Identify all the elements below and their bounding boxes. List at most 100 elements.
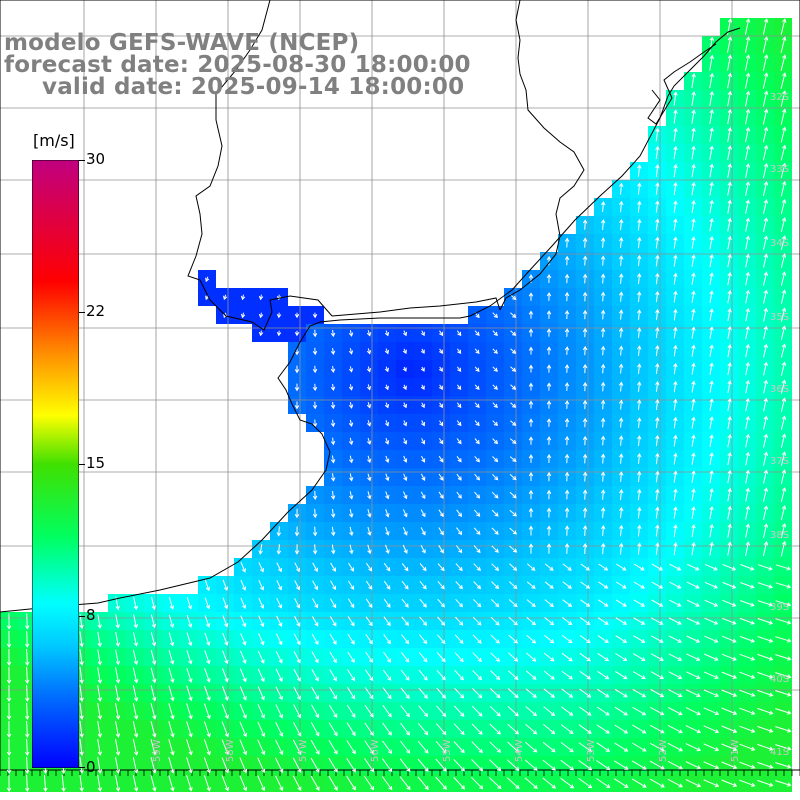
latitude-label: 40S — [770, 674, 789, 685]
wind-vector-head — [587, 711, 592, 716]
wind-vector — [492, 438, 498, 444]
wind-vector-head — [314, 658, 319, 664]
wind-vector — [602, 364, 604, 374]
wind-vector-head — [695, 656, 701, 661]
wind-vector-head — [709, 217, 714, 223]
wind-vector-head — [206, 750, 211, 756]
wind-vector-head — [714, 729, 720, 734]
wind-vector — [762, 55, 768, 71]
wind-vector — [240, 650, 246, 664]
wind-vector-head — [6, 751, 12, 756]
wind-vector-head — [494, 584, 500, 590]
wind-vector-head — [600, 237, 606, 242]
wind-vector-head — [673, 326, 678, 332]
wind-vector — [615, 581, 627, 589]
wind-vector-head — [727, 326, 732, 331]
wind-vector — [346, 758, 356, 772]
wind-vector-head — [494, 548, 499, 553]
wind-vector — [655, 471, 659, 483]
wind-vector — [615, 670, 627, 680]
wind-vector-head — [549, 621, 555, 626]
wind-vector-head — [564, 364, 570, 369]
wind-vector-head — [637, 309, 642, 314]
wind-vector-head — [421, 531, 426, 536]
wind-vector — [26, 774, 28, 792]
wind-vector — [745, 200, 749, 214]
wind-vector — [745, 254, 749, 268]
wind-vector-head — [569, 766, 574, 771]
wind-vector — [492, 420, 498, 426]
wind-vector — [97, 614, 101, 628]
wind-vector-head — [782, 54, 787, 59]
wind-vector-head — [781, 451, 787, 456]
wind-vector — [602, 436, 604, 446]
wind-vector — [727, 200, 731, 214]
wind-vector-head — [330, 440, 336, 446]
wind-vector-head — [745, 487, 750, 492]
wind-vector — [602, 201, 604, 213]
wind-vector — [492, 384, 498, 390]
wind-vector — [763, 344, 767, 358]
wind-vector-head — [655, 272, 660, 278]
wind-vector — [456, 473, 462, 481]
wind-vector — [602, 238, 604, 248]
wind-vector — [632, 688, 646, 698]
latitude-label: 34S — [770, 238, 789, 249]
wind-vector-head — [781, 144, 787, 150]
wind-vector — [97, 721, 101, 737]
wind-vector-head — [423, 676, 428, 681]
wind-vector-head — [751, 746, 756, 751]
wind-vector-head — [691, 326, 696, 331]
wind-vector-head — [404, 567, 409, 572]
wind-vector — [650, 671, 664, 679]
wind-vector-head — [475, 331, 480, 337]
wind-vector — [561, 652, 573, 662]
wind-vector — [488, 777, 502, 789]
wind-vector-head — [351, 695, 356, 700]
wind-vector — [382, 687, 392, 699]
wind-vector-head — [24, 733, 30, 738]
wind-vector-head — [242, 714, 247, 719]
wind-vector — [332, 491, 334, 499]
wind-vector — [638, 436, 640, 446]
wind-vector-head — [387, 713, 392, 718]
wind-vector — [722, 599, 736, 607]
wind-vector-head — [315, 732, 320, 737]
wind-vector-head — [403, 531, 408, 536]
wind-vector — [257, 739, 265, 755]
wind-vector — [673, 201, 677, 213]
wind-vector-head — [727, 72, 733, 78]
wind-vector — [330, 580, 336, 590]
wind-vector-head — [714, 765, 720, 770]
wind-vector — [382, 669, 392, 681]
wind-vector — [709, 110, 713, 124]
wind-vector — [525, 670, 537, 680]
wind-vector-head — [727, 289, 732, 295]
wind-vector — [419, 598, 427, 608]
wind-vector-head — [637, 399, 642, 404]
wind-vector-head — [564, 382, 570, 387]
wind-vector-head — [367, 476, 372, 482]
wind-vector — [421, 438, 425, 444]
wind-vector-head — [582, 399, 588, 405]
wind-vector-head — [312, 386, 318, 392]
wind-vector — [438, 455, 444, 463]
wind-vector — [347, 633, 355, 645]
wind-vector-head — [768, 656, 774, 661]
wind-vector-head — [115, 715, 121, 720]
wind-vector-head — [496, 730, 501, 735]
wind-vector — [637, 201, 641, 213]
wind-vector — [365, 651, 373, 663]
wind-vector-head — [406, 785, 411, 791]
wind-vector — [775, 654, 791, 660]
wind-vector — [328, 740, 338, 754]
wind-vector — [763, 380, 767, 394]
wind-vector — [115, 703, 119, 719]
wind-vector — [507, 688, 519, 698]
wind-vector — [115, 631, 119, 647]
wind-vector-head — [660, 711, 665, 716]
wind-vector-head — [727, 362, 732, 367]
wind-vector-head — [787, 710, 792, 715]
model-title: modelo GEFS-WAVE (NCEP) — [4, 30, 360, 56]
wind-vector-head — [6, 625, 12, 630]
